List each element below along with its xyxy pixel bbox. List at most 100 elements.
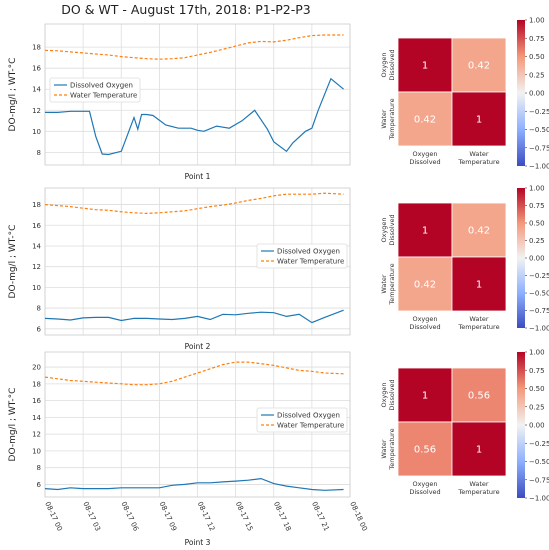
heatmap-col-label: Water Temperature (457, 150, 499, 166)
y-tick-label: 16 (32, 65, 41, 73)
x-tick-label: 08-18 00 (348, 500, 369, 532)
heatmap-cell (451, 367, 507, 423)
heatmap-value: 0.42 (468, 226, 490, 237)
heatmap-cell (397, 256, 453, 312)
y-tick-label: 12 (32, 431, 41, 439)
y-tick-label: 12 (32, 263, 41, 271)
colorbar (517, 188, 525, 328)
water-temperature-line (44, 361, 344, 386)
colorbar-tick-label: 0.25 (529, 237, 545, 245)
heatmap-value: 1 (476, 280, 482, 291)
colorbar-tick-label: 0.00 (529, 90, 545, 98)
legend-box (49, 77, 141, 103)
heatmap-value: 1 (476, 115, 482, 126)
y-tick-label: 20 (32, 364, 41, 372)
x-tick-label: 08-17 18 (272, 500, 293, 532)
heatmap-value: 1 (422, 391, 428, 402)
heatmap-row-label: WaterTemperature (380, 263, 396, 305)
colorbar-tick-label: 0.00 (529, 255, 545, 263)
colorbar-tick-label: 1.00 (529, 349, 545, 357)
figure-title: DO & WT - August 17th, 2018: P1-P2-P3 (61, 2, 311, 17)
water-temperature-line (44, 192, 344, 215)
x-tick-label: 08-17 15 (234, 500, 255, 532)
y-tick-label: 18 (32, 44, 41, 52)
heatmap-value: 0.42 (468, 61, 490, 72)
colorbar (517, 20, 525, 166)
heatmap-cell (451, 91, 507, 147)
heatmap-value: 0.42 (414, 115, 436, 126)
heatmap-value: 1 (422, 226, 428, 237)
y-tick-label: 6 (37, 325, 42, 333)
heatmap-cell (397, 37, 453, 93)
colorbar-tick-label: 0.25 (529, 71, 545, 79)
colorbar-tick-label: 0.50 (529, 220, 545, 228)
colorbar-tick-label: −0.50 (529, 458, 549, 466)
x-axis-label: Point 1 (185, 172, 211, 181)
colorbar-tick-label: −0.25 (529, 272, 549, 280)
colorbar-tick-label: −0.25 (529, 440, 549, 448)
colorbar-tick-label: −0.50 (529, 290, 549, 298)
colorbar-tick-label: 0.25 (529, 403, 545, 411)
y-tick-label: 10 (32, 284, 41, 292)
colorbar-tick-label: −0.25 (529, 108, 549, 116)
y-tick-label: 14 (32, 242, 41, 250)
colorbar-tick-label: 0.00 (529, 422, 545, 430)
heatmap-value: 0.42 (414, 280, 436, 291)
heatmap-col-label: Oxygen Dissolved (409, 315, 440, 331)
y-tick-label: 10 (32, 447, 41, 455)
legend-label: Dissolved Oxygen (277, 248, 340, 256)
heatmap-row-label: OxygenDissolved (380, 379, 396, 410)
colorbar-tick-label: −1.00 (529, 495, 549, 503)
dissolved-oxygen-line (44, 477, 344, 491)
colorbar-tick-label: 0.75 (529, 35, 545, 43)
legend-label: Dissolved Oxygen (70, 82, 133, 90)
colorbar-tick-label: 1.00 (529, 17, 545, 25)
y-tick-label: 14 (32, 86, 41, 94)
heatmap-value: 1 (422, 61, 428, 72)
heatmap-value: 1 (476, 445, 482, 456)
colorbar-tick-label: −0.50 (529, 126, 549, 134)
axes-frame (44, 351, 351, 498)
y-tick-label: 6 (37, 481, 42, 489)
heatmap-value: 0.56 (468, 391, 490, 402)
colorbar-tick-label: −1.00 (529, 163, 549, 171)
legend: Dissolved Oxygen Water Temperature (49, 77, 141, 103)
colorbar-tick-label: 0.50 (529, 385, 545, 393)
y-axis-label: DO-mg/l ; WT-°C (8, 58, 18, 132)
y-tick-label: 8 (37, 149, 41, 157)
y-axis-label: DO-mg/l ; WT-°C (8, 388, 18, 462)
legend-label: Water Temperature (70, 92, 137, 100)
line-chart-3: 6 8 10 12 14 16 18 20 08-17 00 08-17 03 08-17 06 08… (8, 351, 369, 547)
legend-box (256, 407, 348, 433)
legend-label: Dissolved Oxygen (277, 412, 340, 420)
heatmap-cell (397, 202, 453, 258)
legend-label: Water Temperature (277, 258, 344, 266)
y-axis-label: DO-mg/l ; WT-°C (8, 225, 18, 299)
heatmap-cell (397, 367, 453, 423)
y-tick-label: 16 (32, 222, 41, 230)
axes-frame (44, 187, 351, 336)
legend-label: Water Temperature (277, 422, 344, 430)
colorbar-tick-label: −0.75 (529, 476, 549, 484)
colorbar-tick-label: −1.00 (529, 325, 549, 333)
y-tick-label: 18 (32, 201, 41, 209)
water-temperature-line (44, 34, 344, 60)
heatmap-value: 0.56 (414, 445, 436, 456)
colorbar-tick-label: 0.75 (529, 202, 545, 210)
heatmap-col-label: Water Temperature (457, 480, 499, 496)
correlation-heatmap-2: 1 0.42 0.42 1 OxygenDissolved WaterTemperatur… (380, 185, 549, 333)
heatmap-col-label: Oxygen Dissolved (409, 150, 440, 166)
y-tick-label: 16 (32, 397, 41, 405)
dissolved-oxygen-line (44, 309, 344, 324)
legend: Dissolved Oxygen Water Temperature (256, 407, 348, 433)
y-tick-label: 18 (32, 380, 41, 388)
colorbar-tick-label: 0.50 (529, 53, 545, 61)
x-tick-label: 08-17 00 (43, 500, 64, 532)
heatmap-cell (397, 91, 453, 147)
heatmap-row-label: OxygenDissolved (380, 49, 396, 80)
heatmap-cell (451, 256, 507, 312)
correlation-heatmap-1: 1 0.42 0.42 1 OxygenDissolved WaterTemperatur… (380, 17, 549, 171)
heatmap-cell (451, 421, 507, 477)
colorbar (517, 352, 525, 498)
y-tick-label: 8 (37, 305, 41, 313)
